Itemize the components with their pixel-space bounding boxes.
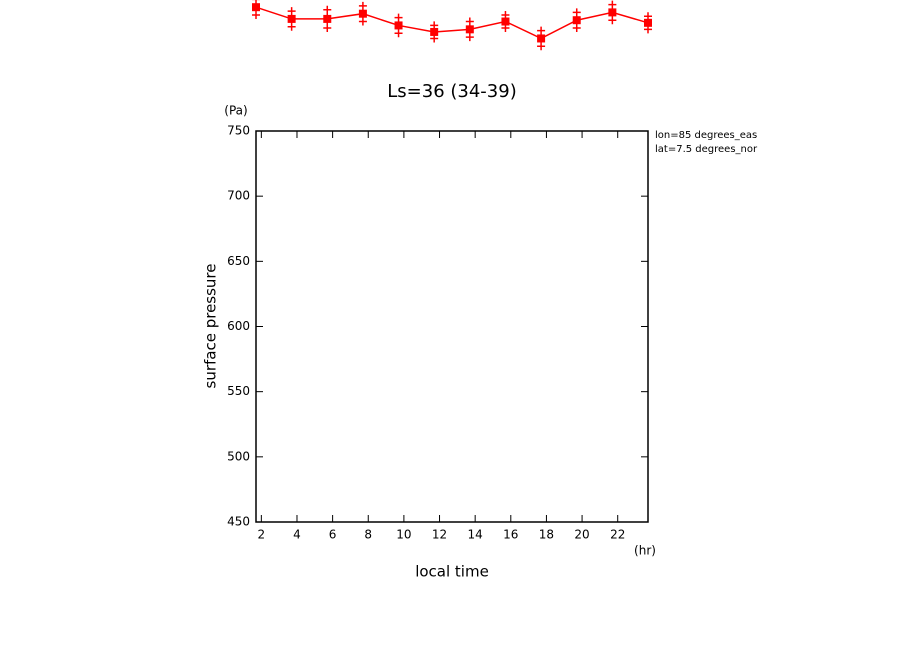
point [608,8,617,17]
point [323,14,332,23]
x-tick-label: 20 [574,528,589,542]
chart-title: Ls=36 (34-39) [387,81,516,102]
x-axis-label: local time [415,563,489,581]
x-tick-label: 4 [293,528,301,542]
point [287,14,296,23]
y-tick-label: 750 [227,124,250,138]
point [465,25,474,34]
x-tick-label: 12 [432,528,447,542]
x-tick-label: 8 [364,528,372,542]
error-bar [323,5,332,33]
x-tick-label: 18 [539,528,554,542]
annotation: lat=7.5 degrees_nor [655,144,758,155]
point [358,9,367,18]
point [572,16,581,25]
error-bar [608,0,617,25]
point [430,27,439,36]
x-tick-label: 22 [610,528,625,542]
y-tick-label: 550 [227,384,250,398]
x-tick-label: 2 [258,528,266,542]
point [394,21,403,30]
point [501,17,510,26]
x-unit: (hr) [634,544,656,558]
annotation: lon=85 degrees_eas [655,130,757,141]
x-tick-label: 6 [329,528,337,542]
point [537,34,546,43]
y-tick-label: 500 [227,449,250,463]
point [644,18,652,27]
y-unit: (Pa) [224,104,247,118]
series-line [255,6,649,40]
y-tick-label: 450 [227,515,250,529]
y-tick-label: 650 [227,254,250,268]
plot-frame [255,130,649,523]
y-tick-label: 700 [227,189,250,203]
x-tick-label: 14 [468,528,483,542]
y-axis-label: surface pressure [202,264,220,389]
y-tick-label: 600 [227,319,250,333]
x-tick-label: 10 [396,528,411,542]
point [252,3,260,12]
x-tick-label: 16 [503,528,518,542]
